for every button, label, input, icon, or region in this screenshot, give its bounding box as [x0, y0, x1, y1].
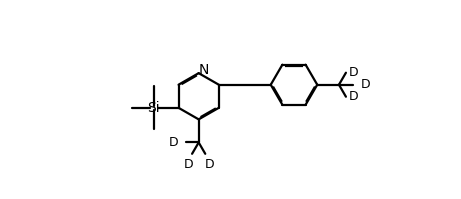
- Text: D: D: [349, 90, 359, 103]
- Text: N: N: [199, 63, 209, 77]
- Text: Si: Si: [148, 101, 160, 115]
- Text: D: D: [204, 158, 214, 171]
- Text: D: D: [361, 78, 370, 91]
- Text: D: D: [349, 66, 359, 79]
- Text: D: D: [169, 136, 178, 149]
- Text: D: D: [183, 158, 193, 171]
